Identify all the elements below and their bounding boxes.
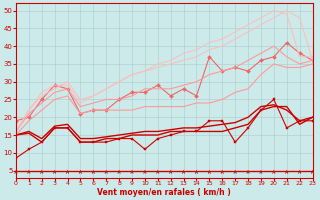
X-axis label: Vent moyen/en rafales ( km/h ): Vent moyen/en rafales ( km/h ): [97, 188, 231, 197]
